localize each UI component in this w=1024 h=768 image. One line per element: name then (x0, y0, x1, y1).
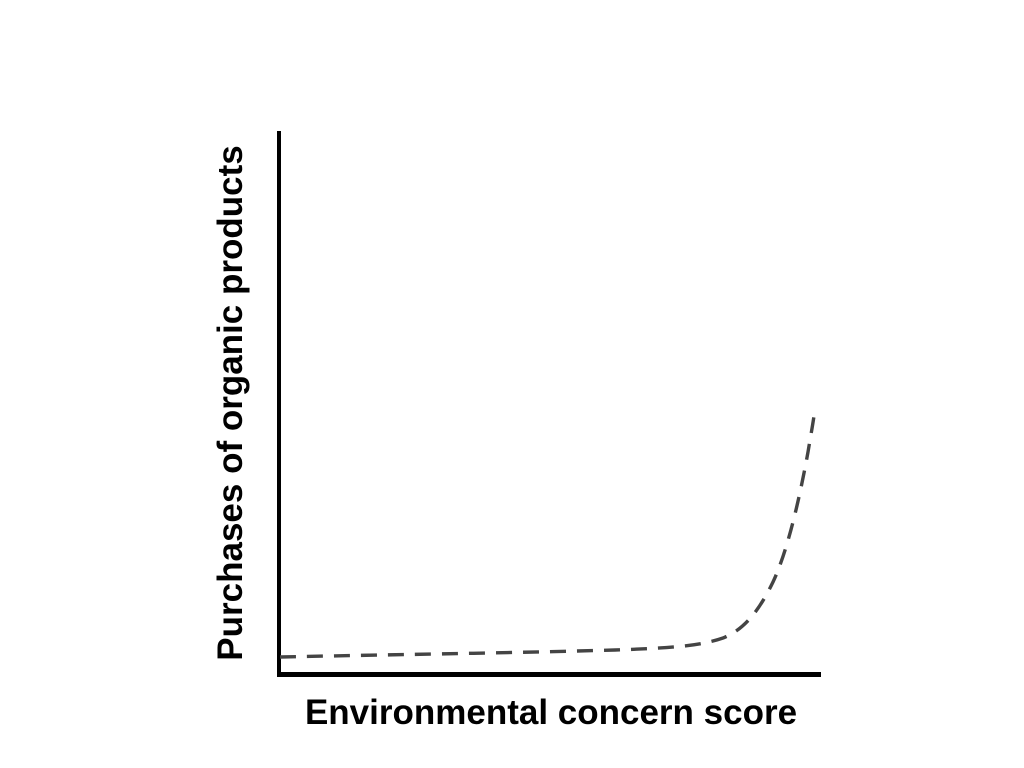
x-axis-label: Environmental concern score (305, 693, 797, 732)
chart-background (40, 16, 1024, 768)
data-curve-line (279, 407, 817, 659)
chart-figure: Environmental concern score Purchases of… (40, 16, 1024, 768)
chart-canvas: Environmental concern score Purchases of… (40, 16, 1024, 768)
y-axis-label: Purchases of organic products (211, 145, 250, 660)
